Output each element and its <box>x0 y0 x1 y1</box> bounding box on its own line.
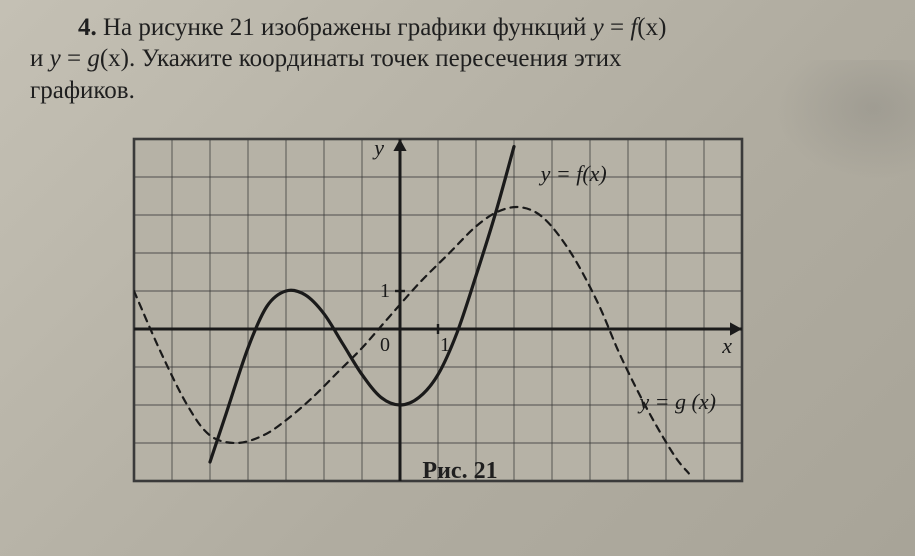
problem-text: 4. На рисунке 21 изображены графики функ… <box>30 12 885 106</box>
eq1-arg: (x) <box>637 14 666 41</box>
eq1-lhs: y <box>593 14 604 41</box>
eq2-arg: (x) <box>100 45 129 72</box>
eq1-eq: = <box>604 14 631 41</box>
problem-line3: графиков. <box>30 77 135 104</box>
problem-number: 4. <box>78 14 97 41</box>
figure: y x 0 1 1 y = f(x) y = g (x) Рис. 21 <box>130 115 790 495</box>
eq2-lhs: y <box>50 45 61 72</box>
curve-label-f: y = f(x) <box>539 161 607 186</box>
axis-label-y: y <box>372 135 384 160</box>
axis-label-x: x <box>721 333 732 358</box>
problem-line1a: На рисунке 21 изображены графики функций <box>103 14 593 41</box>
problem-line2a: и <box>30 45 50 72</box>
tick-one-x: 1 <box>440 334 450 356</box>
tick-zero: 0 <box>380 334 390 356</box>
figure-caption: Рис. 21 <box>130 458 790 485</box>
problem-line2b: . Укажите координаты точек пересечения э… <box>129 45 622 72</box>
eq2-eq: = <box>61 45 88 72</box>
chart-svg: y x 0 1 1 y = f(x) y = g (x) <box>130 115 746 505</box>
curve-label-g: y = g (x) <box>637 389 716 414</box>
eq2-g: g <box>87 45 100 72</box>
tick-one-y: 1 <box>380 280 390 302</box>
